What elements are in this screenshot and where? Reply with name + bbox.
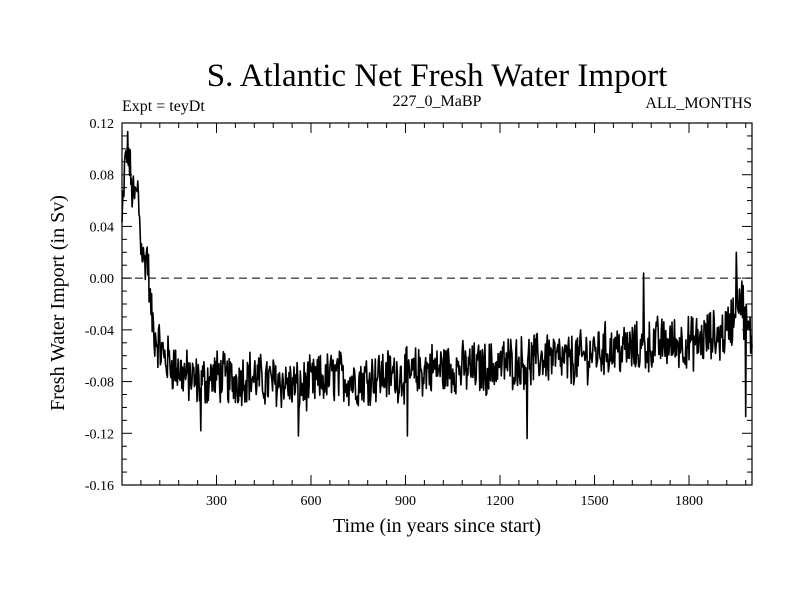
chart-title: S. Atlantic Net Fresh Water Import [207,58,668,94]
y-tick-label: 0.04 [90,220,115,235]
x-tick-label: 1800 [675,494,703,509]
chart-experiment-label: Expt = teyDt [122,98,205,115]
y-axis-label: Fresh Water Import (in Sv) [47,195,69,411]
y-tick-label: -0.16 [85,479,114,494]
chart-period-label: 227_0_MaBP [393,93,482,110]
x-axis-label: Time (in years since start) [333,515,541,537]
y-tick-label: 0.12 [90,117,115,132]
y-tick-label: -0.08 [85,376,114,391]
x-tick-label: 1200 [486,494,514,509]
x-tick-label: 300 [206,494,227,509]
y-tick-label: 0.08 [90,169,115,184]
y-tick-label: 0.00 [90,272,115,287]
y-tick-label: -0.04 [85,324,114,339]
x-tick-label: 900 [395,494,416,509]
x-tick-label: 600 [301,494,322,509]
plot-frame [121,122,753,486]
plot-area: 300 600 900 1200 1500 1800 0.12 0.08 0.04 0.00 -0.… [85,117,753,509]
chart-months-label: ALL_MONTHS [645,95,752,112]
fresh-water-series-line [121,130,753,440]
x-tick-label: 1500 [581,494,609,509]
y-tick-label: -0.12 [85,427,114,442]
